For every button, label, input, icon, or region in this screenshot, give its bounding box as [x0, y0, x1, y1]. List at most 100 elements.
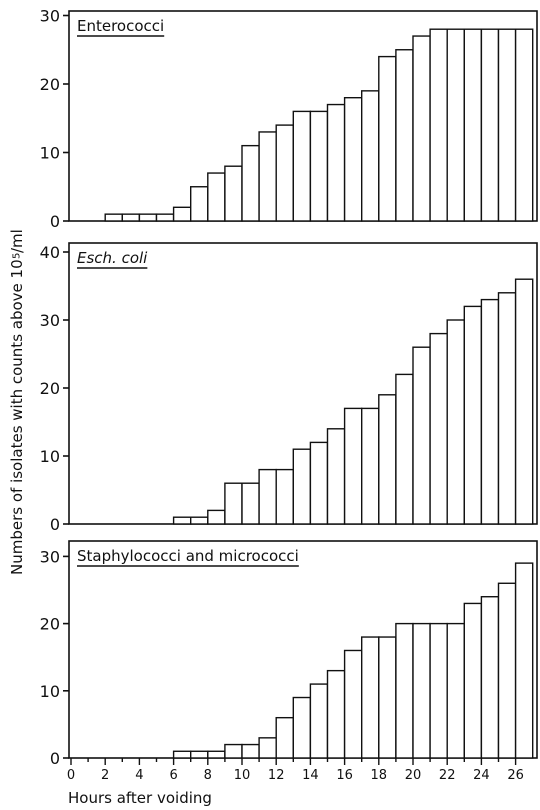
y-tick-label: 10: [40, 144, 60, 163]
y-tick-label: 10: [40, 447, 60, 466]
bar: [361, 407, 380, 525]
y-tick-label: 20: [40, 379, 60, 398]
bar: [224, 482, 243, 525]
bar: [292, 696, 312, 759]
bar: [224, 743, 243, 759]
bar: [224, 165, 243, 222]
y-axis-label-exponent: 5: [11, 252, 23, 260]
x-tick-label: 8: [204, 768, 212, 783]
bar: [378, 636, 397, 759]
bar: [292, 110, 312, 222]
x-tick-label: 16: [336, 768, 353, 783]
bar: [275, 124, 295, 222]
bar: [480, 298, 500, 525]
bar: [412, 622, 431, 759]
x-tick-label: 24: [473, 768, 490, 783]
x-tick-label: 4: [135, 768, 143, 783]
bar: [275, 716, 295, 759]
bar: [309, 441, 329, 525]
bar: [104, 213, 123, 222]
bar: [207, 509, 226, 525]
bar: [412, 346, 431, 525]
bar: [463, 28, 483, 222]
bar: [121, 213, 141, 222]
y-tick-label: 10: [40, 682, 60, 701]
y-tick-label: 0: [50, 749, 60, 768]
bar: [326, 103, 346, 222]
bar: [446, 319, 466, 525]
panel-title: Esch. coli: [77, 249, 148, 267]
bar: [463, 305, 483, 525]
bar: [378, 55, 397, 222]
y-axis-label-unit: /ml: [8, 229, 26, 253]
bar: [189, 516, 209, 525]
x-tick-label: 18: [371, 768, 388, 783]
bar: [514, 562, 534, 759]
bar: [463, 602, 483, 759]
x-tick-label: 2: [101, 768, 109, 783]
y-tick-label: 30: [40, 7, 60, 26]
bar: [172, 750, 192, 759]
bar: [258, 131, 277, 222]
y-tick-label: 30: [40, 311, 60, 330]
bar: [172, 516, 192, 525]
x-tick-label: 14: [302, 768, 319, 783]
y-axis-label-main: Numbers of isolates with counts above 10: [8, 259, 26, 575]
bar: [138, 213, 158, 222]
x-tick-label: 6: [169, 768, 177, 783]
y-tick-label: 20: [40, 75, 60, 94]
bar: [326, 669, 346, 759]
x-tick-label: 22: [439, 768, 456, 783]
bar: [497, 582, 517, 759]
bar: [241, 743, 260, 759]
bar: [189, 750, 209, 759]
bar: [395, 49, 414, 222]
bar: [429, 28, 448, 222]
y-axis-label: Numbers of isolates with counts above 10…: [4, 112, 30, 692]
y-tick-label: 40: [40, 243, 60, 262]
y-tick-label: 0: [50, 515, 60, 534]
bar: [446, 622, 466, 759]
bar: [497, 28, 517, 222]
panel-title: Enterococci: [77, 17, 164, 35]
y-tick-label: 30: [40, 547, 60, 566]
y-tick-label: 0: [50, 212, 60, 231]
bar: [514, 28, 534, 222]
x-tick-label: 0: [67, 768, 75, 783]
bar: [292, 448, 312, 525]
bar: [275, 468, 295, 525]
bar: [343, 96, 363, 222]
bar: [326, 428, 346, 525]
bar: [429, 622, 448, 759]
bar: [446, 28, 466, 222]
bar: [429, 332, 448, 525]
bar: [258, 468, 277, 525]
bar: [480, 596, 500, 759]
bar: [155, 213, 175, 222]
bar: [412, 35, 431, 222]
bar: [480, 28, 500, 222]
bar: [258, 737, 277, 759]
x-axis-label: Hours after voiding: [68, 789, 212, 807]
bar: [395, 373, 414, 525]
bar: [361, 636, 380, 759]
x-tick-label: 12: [268, 768, 285, 783]
bar: [172, 206, 192, 222]
bar: [361, 90, 380, 222]
bar: [395, 622, 414, 759]
bar: [207, 172, 226, 222]
y-tick-label: 20: [40, 615, 60, 634]
panel-title: Staphylococci and micrococci: [77, 547, 299, 565]
bar: [378, 394, 397, 525]
bar: [241, 144, 260, 222]
bar: [309, 683, 329, 759]
bar: [514, 278, 534, 525]
x-tick-label: 10: [234, 768, 251, 783]
bar: [309, 110, 329, 222]
bar: [343, 407, 363, 525]
bar: [207, 750, 226, 759]
x-tick-label: 20: [405, 768, 422, 783]
x-tick-label: 26: [507, 768, 524, 783]
